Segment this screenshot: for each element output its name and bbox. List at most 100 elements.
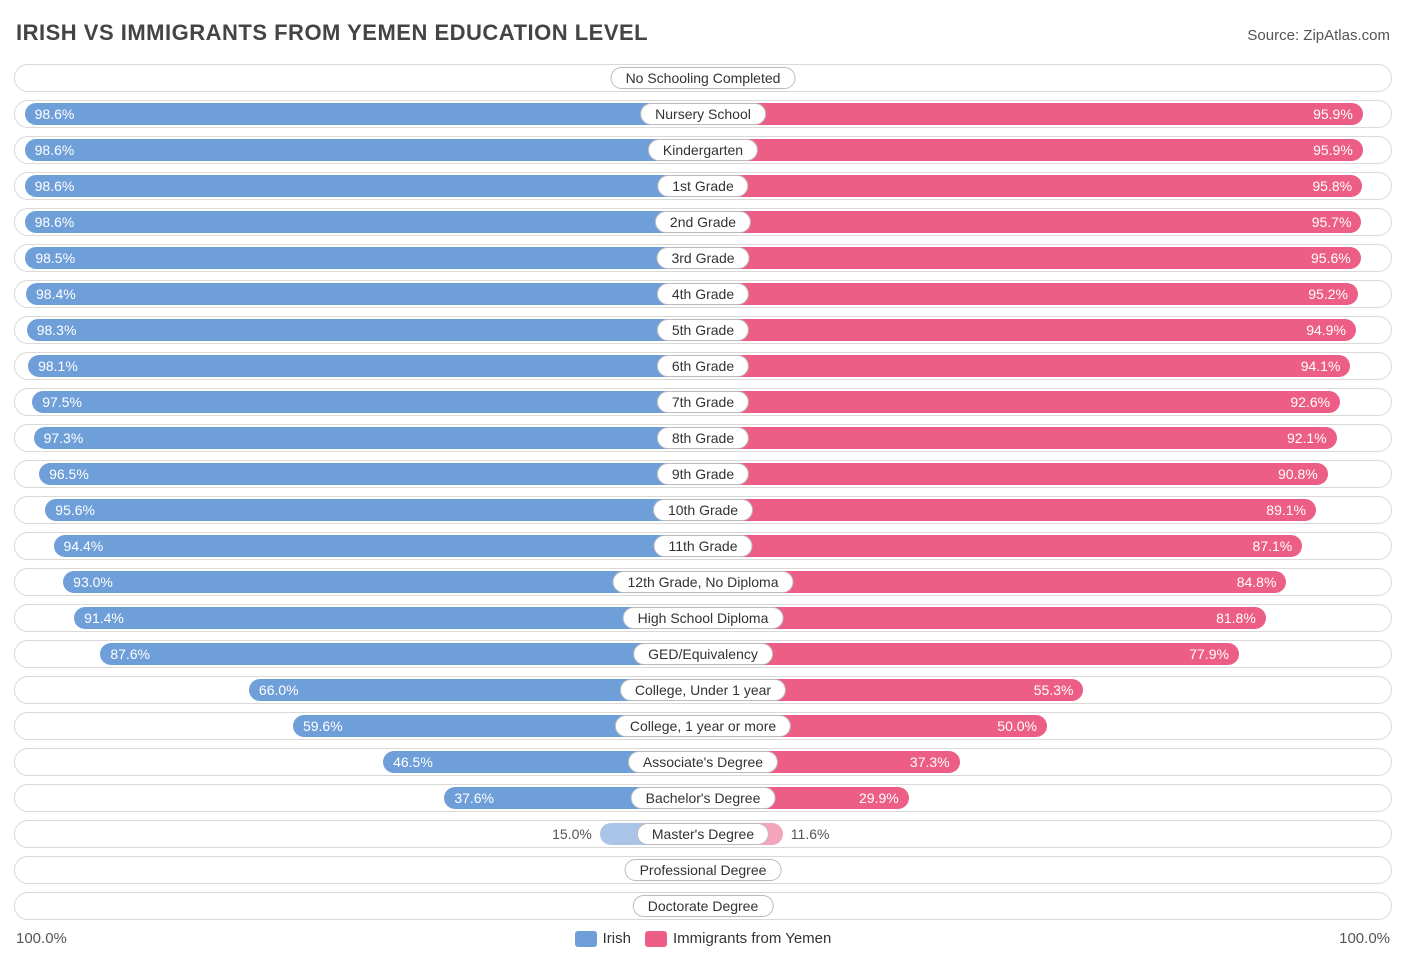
value-left: 96.5% [49,466,89,482]
legend: Irish Immigrants from Yemen [575,930,832,947]
category-pill: College, 1 year or more [615,715,791,737]
bar-left: 93.0% [63,571,703,593]
value-right: 92.1% [1287,430,1327,446]
value-right: 94.1% [1301,358,1341,374]
chart-row: 46.5% 37.3% Associate's Degree [14,748,1392,776]
category-pill: 11th Grade [653,535,752,557]
bar-left: 94.4% [54,535,703,557]
value-left: 98.4% [36,286,76,302]
value-right: 84.8% [1237,574,1277,590]
axis-max-right: 100.0% [1339,930,1390,947]
value-right: 95.7% [1312,214,1352,230]
bar-left: 98.6% [25,211,703,233]
value-right: 55.3% [1034,682,1074,698]
bar-left: 98.6% [25,139,703,161]
value-right: 95.6% [1311,250,1351,266]
bar-right: 95.9% [703,139,1363,161]
chart-row: 97.3%92.1%8th Grade [14,424,1392,452]
category-pill: College, Under 1 year [620,679,786,701]
source-attribution: Source: ZipAtlas.com [1247,27,1390,44]
diverging-bar-chart: 1.4%4.1%No Schooling Completed98.6%95.9%… [14,64,1392,920]
category-pill: 6th Grade [657,355,749,377]
value-left: 97.3% [44,430,84,446]
chart-header: IRISH VS IMMIGRANTS FROM YEMEN EDUCATION… [14,20,1392,46]
value-left: 98.6% [35,142,75,158]
value-left: 66.0% [259,682,299,698]
category-pill: 4th Grade [657,283,749,305]
value-left: 37.6% [454,790,494,806]
chart-row: 98.3% 94.9% 5th Grade [14,316,1392,344]
value-left: 98.5% [35,250,75,266]
value-right: 95.9% [1313,142,1353,158]
bar-left: 98.6% [25,103,703,125]
chart-row: 98.4% 95.2% 4th Grade [14,280,1392,308]
bar-right: 87.1% [703,535,1302,557]
bar-right: 95.9% [703,103,1363,125]
value-right: 29.9% [859,790,899,806]
bar-right: 94.9% [703,319,1356,341]
category-pill: 7th Grade [657,391,749,413]
value-right: 94.9% [1306,322,1346,338]
bar-right: 95.6% [703,247,1361,269]
bar-right: 77.9% [703,643,1239,665]
category-pill: 10th Grade [653,499,753,521]
value-left: 87.6% [110,646,150,662]
chart-row: 37.6%29.9%Bachelor's Degree [14,784,1392,812]
value-right: 87.1% [1253,538,1293,554]
category-pill: Doctorate Degree [633,895,774,917]
category-pill: Associate's Degree [628,751,778,773]
category-pill: Master's Degree [637,823,769,845]
legend-label-right: Immigrants from Yemen [673,930,831,947]
value-left: 98.3% [37,322,77,338]
value-left: 59.6% [303,718,343,734]
value-left: 98.6% [35,178,75,194]
value-right: 37.3% [910,754,950,770]
chart-row: 98.6% 95.7% 2nd Grade [14,208,1392,236]
chart-title: IRISH VS IMMIGRANTS FROM YEMEN EDUCATION… [16,20,648,46]
bar-left: 97.5% [32,391,703,413]
chart-row: 98.1% 94.1% 6th Grade [14,352,1392,380]
bar-left: 98.1% [28,355,703,377]
chart-row: 98.6%95.9%Kindergarten [14,136,1392,164]
bar-left: 87.6% [100,643,703,665]
bar-right: 92.6% [703,391,1340,413]
legend-row: 100.0% Irish Immigrants from Yemen 100.0… [14,930,1392,947]
category-pill: 1st Grade [657,175,748,197]
category-pill: 5th Grade [657,319,749,341]
chart-row: 97.5%92.6%7th Grade [14,388,1392,416]
chart-row: 93.0% 84.8% 12th Grade, No Diploma [14,568,1392,596]
chart-row: 59.6%50.0%College, 1 year or more [14,712,1392,740]
bar-left: 98.5% [25,247,703,269]
bar-left: 98.6% [25,175,703,197]
category-pill: 12th Grade, No Diploma [613,571,794,593]
chart-row: 98.5% 95.6% 3rd Grade [14,244,1392,272]
value-right: 11.6% [791,821,830,847]
value-left: 46.5% [393,754,433,770]
bar-right: 95.8% [703,175,1362,197]
chart-row: 98.6%95.9%Nursery School [14,100,1392,128]
bar-right: 90.8% [703,463,1328,485]
chart-row: 95.6% 89.1% 10th Grade [14,496,1392,524]
bar-right: 95.7% [703,211,1361,233]
category-pill: High School Diploma [623,607,784,629]
value-right: 89.1% [1266,502,1306,518]
value-left: 95.6% [55,502,95,518]
value-left: 98.6% [35,214,75,230]
value-left: 98.6% [35,106,75,122]
bar-left: 98.4% [26,283,703,305]
category-pill: Professional Degree [625,859,782,881]
chart-row: 87.6%77.9%GED/Equivalency [14,640,1392,668]
category-pill: No Schooling Completed [611,67,796,89]
chart-row: 98.6% 95.8%1st Grade [14,172,1392,200]
bar-right: 81.8% [703,607,1266,629]
value-right: 95.9% [1313,106,1353,122]
category-pill: 3rd Grade [656,247,749,269]
value-left: 91.4% [84,610,124,626]
bar-left: 95.6% [45,499,703,521]
chart-row: 66.0% 55.3% College, Under 1 year [14,676,1392,704]
category-pill: 2nd Grade [655,211,751,233]
value-right: 90.8% [1278,466,1318,482]
value-right: 81.8% [1216,610,1256,626]
value-right: 95.2% [1308,286,1348,302]
value-left: 98.1% [38,358,78,374]
